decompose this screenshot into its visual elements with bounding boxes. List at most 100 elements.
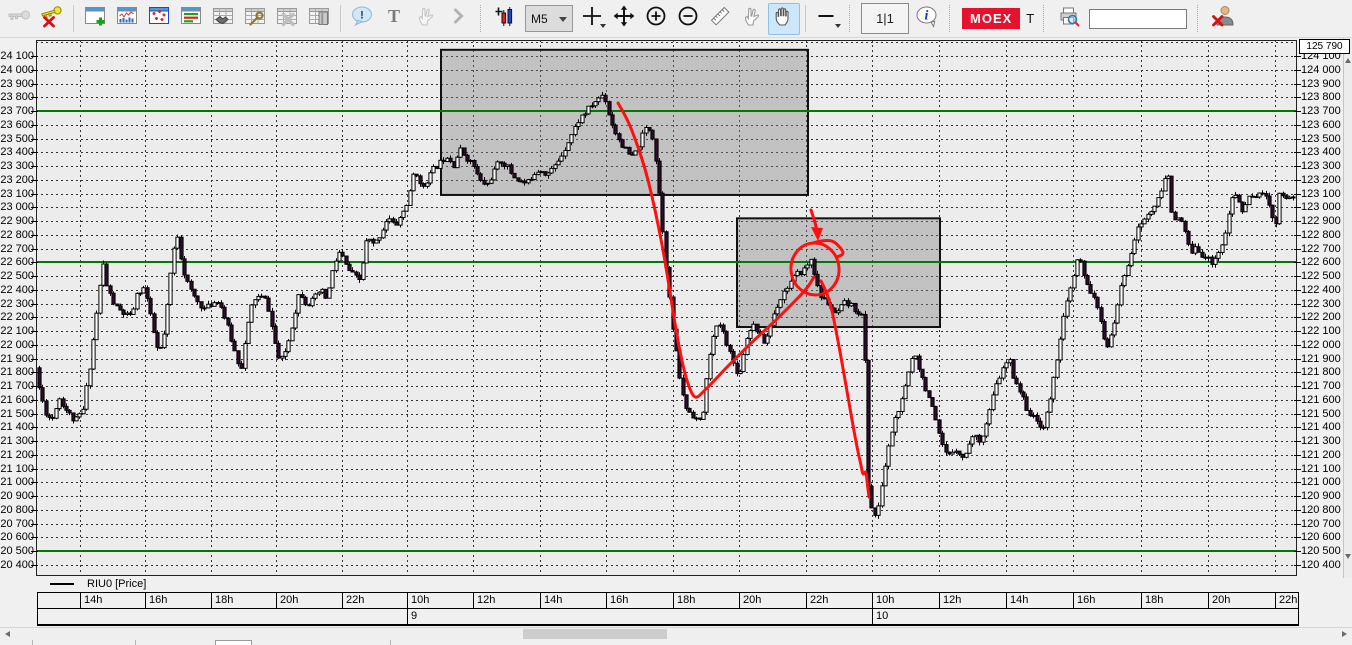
zoom-in-button[interactable] [640,3,672,35]
price-tick-left [31,235,38,236]
zoom-out-button[interactable] [672,3,704,35]
svg-text:i: i [925,9,929,24]
add-indicator-icon [494,4,518,33]
pan-tool-button[interactable] [608,3,640,35]
price-tick-label-right: 122 500 [1301,270,1341,283]
price-tick-left [31,386,38,387]
key-delete-icon [40,4,64,33]
price-tick-right [1294,441,1301,442]
info-tool-button[interactable]: i [911,3,943,35]
price-tick-label-left: 122 600 [0,256,34,269]
ruler-tool-button[interactable] [704,3,736,35]
scale-1-1-button[interactable]: 1|1 [861,3,909,34]
cursor-tool-button[interactable] [736,3,768,35]
price-tick-left [31,139,38,140]
new-chart-window-button[interactable] [111,3,143,35]
time-axis-day-cell [38,609,407,624]
price-tick-left [31,221,38,222]
price-tick-right [1294,372,1301,373]
time-axis-day-row: 9 10 [38,608,1298,624]
new-quotes-window-button[interactable] [175,3,207,35]
time-axis[interactable]: 14h 16h 18h 20h 22h 10h 12h 14h 16h 18h 20h 22h 10h 1… [37,592,1299,626]
scroll-down-icon[interactable] [1345,554,1351,562]
scroll-right-icon[interactable] [1342,631,1350,637]
line-tool-button[interactable] [811,3,843,35]
price-tick-label-left: 123 200 [0,173,34,186]
price-tick-label-right: 123 300 [1301,160,1341,173]
time-axis-hour-cell: 18h [673,593,739,608]
price-tick-right [1294,427,1301,428]
alert-bubble-icon: ! [350,4,374,33]
horizontal-scrollbar[interactable] [0,627,1352,640]
window-quotes-icon [179,4,203,33]
print-preview-button[interactable] [1053,3,1085,35]
price-tick-label-left: 122 800 [0,228,34,241]
price-tick-right [1294,97,1301,98]
price-tick-label-right: 122 800 [1301,228,1341,241]
table-deals-icon [211,4,235,33]
time-axis-hour-cell: 14h [1006,593,1073,608]
table-settings-button[interactable] [239,3,271,35]
price-tick-label-right: 120 600 [1301,531,1341,544]
price-tick-label-right: 122 300 [1301,297,1341,310]
price-tick-label-right: 121 000 [1301,476,1341,489]
price-tick-right [1294,221,1301,222]
new-window-button[interactable] [79,3,111,35]
vertical-scrollbar[interactable] [1343,38,1352,578]
add-indicator-button[interactable] [490,3,522,35]
price-tick-label-left: 122 000 [0,338,34,351]
text-tool-button[interactable]: T [378,3,410,35]
scroll-up-icon[interactable] [1345,55,1351,63]
price-tick-right [1294,111,1301,112]
window-scatter-icon [147,4,171,33]
toolbar-overflow-button[interactable] [442,3,474,35]
price-tick-label-right: 124 000 [1301,63,1341,76]
active-tab[interactable] [215,640,252,645]
timeframe-select[interactable]: M5 [525,5,573,32]
deals-table-button[interactable] [207,3,239,35]
pointer-tool-button[interactable] [410,3,442,35]
chevron-right-icon [446,4,470,33]
hand-palm-icon [772,4,796,33]
user-delete-button[interactable] [1207,3,1239,35]
price-tick-right [1294,180,1301,181]
tab-divider [32,640,33,645]
connect-key-button[interactable] [4,3,36,35]
hand-two-finger-icon [740,4,764,33]
new-scatter-window-button[interactable] [143,3,175,35]
alerts-button[interactable]: ! [346,3,378,35]
chevron-down-icon [559,16,567,26]
timeframe-value: M5 [531,11,548,26]
table-journal-icon [307,4,331,33]
bottom-tab-strip [0,640,1352,645]
price-tick-label-left: 120 500 [0,545,34,558]
price-tick-right [1294,482,1301,483]
price-tick-right [1294,262,1301,263]
price-tick-left [31,469,38,470]
price-tick-label-right: 123 400 [1301,146,1341,159]
disconnect-key-button[interactable] [36,3,68,35]
scroll-left-icon[interactable] [2,631,10,637]
crosshair-tool-button[interactable] [576,3,608,35]
price-tick-left [31,359,38,360]
chevron-down-icon [600,23,606,31]
price-tick-right [1294,276,1301,277]
price-tick-label-left: 123 800 [0,91,34,104]
table-delete-button[interactable] [271,3,303,35]
symbol-search-input[interactable] [1089,8,1188,29]
price-tick-left [31,565,38,566]
price-tick-label-right: 121 400 [1301,421,1341,434]
exchange-badge[interactable]: MOEX [962,8,1021,29]
price-tick-label-left: 123 900 [0,77,34,90]
journal-table-button[interactable] [303,3,335,35]
tab-divider [135,640,136,645]
price-tick-label-right: 122 900 [1301,215,1341,228]
horizontal-scrollbar-thumb[interactable] [523,629,667,639]
drag-tool-button[interactable] [768,2,800,35]
price-tick-label-right: 122 200 [1301,311,1341,324]
table-settings-icon [243,4,267,33]
time-axis-hour-cell: 14h [80,593,145,608]
price-tick-right [1294,249,1301,250]
